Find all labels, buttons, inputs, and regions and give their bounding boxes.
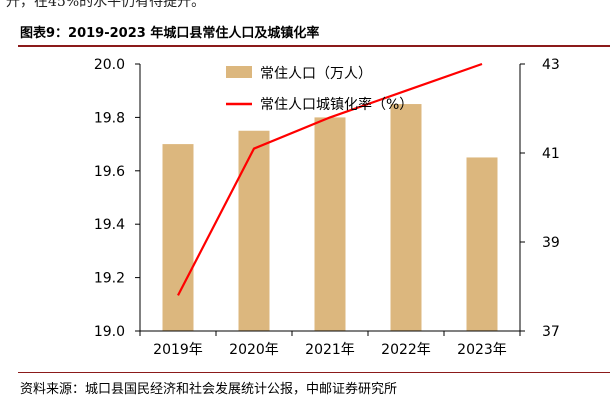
source-note: 资料来源：城口县国民经济和社会发展统计公报，中邮证券研究所 — [20, 382, 398, 397]
bar-2021年 — [314, 117, 346, 332]
x-tick-label: 2021年 — [305, 342, 355, 358]
line-series — [177, 62, 483, 296]
right-tick-label: 43 — [542, 57, 560, 73]
right-tick-label: 41 — [542, 146, 560, 162]
left-tick-label: 19.0 — [94, 324, 125, 340]
bar-2022年 — [390, 104, 422, 331]
left-tick-label: 19.6 — [94, 164, 125, 180]
title-divider — [18, 45, 610, 47]
left-tick-label: 19.2 — [94, 271, 125, 287]
x-tick-label: 2020年 — [229, 342, 279, 358]
left-tick-label: 19.4 — [94, 217, 125, 233]
bar-series — [162, 104, 498, 332]
x-tick-label: 2022年 — [381, 342, 431, 358]
left-tick-label: 19.8 — [94, 110, 125, 126]
top-text-snippet: 升，在45%的水平仍有待提升。 — [6, 0, 206, 10]
legend-label-urbanization: 常住人口城镇化率（%） — [260, 96, 413, 113]
source-divider — [18, 372, 610, 373]
legend-swatch-population — [226, 66, 252, 78]
right-axis-ticks: 37 39 41 43 — [520, 57, 560, 340]
legend: 常住人口（万人） 常住人口城镇化率（%） — [226, 66, 413, 113]
bar-2020年 — [238, 130, 270, 331]
right-tick-label: 37 — [542, 324, 560, 340]
left-tick-label: 20.0 — [94, 57, 125, 73]
legend-label-population: 常住人口（万人） — [260, 66, 372, 82]
x-tick-label: 2023年 — [457, 342, 507, 358]
right-tick-label: 39 — [542, 235, 560, 251]
left-axis-ticks: 19.0 19.2 19.4 19.6 19.8 20.0 — [94, 57, 140, 340]
bar-2023年 — [466, 157, 498, 331]
axes — [139, 64, 521, 332]
x-tick-label: 2019年 — [153, 342, 203, 358]
bar-2019年 — [162, 144, 194, 331]
figure-title: 图表9：2019-2023 年城口县常住人口及城镇化率 — [20, 26, 320, 41]
x-axis-ticks: 2019年 2020年 2021年 2022年 2023年 — [139, 331, 521, 358]
